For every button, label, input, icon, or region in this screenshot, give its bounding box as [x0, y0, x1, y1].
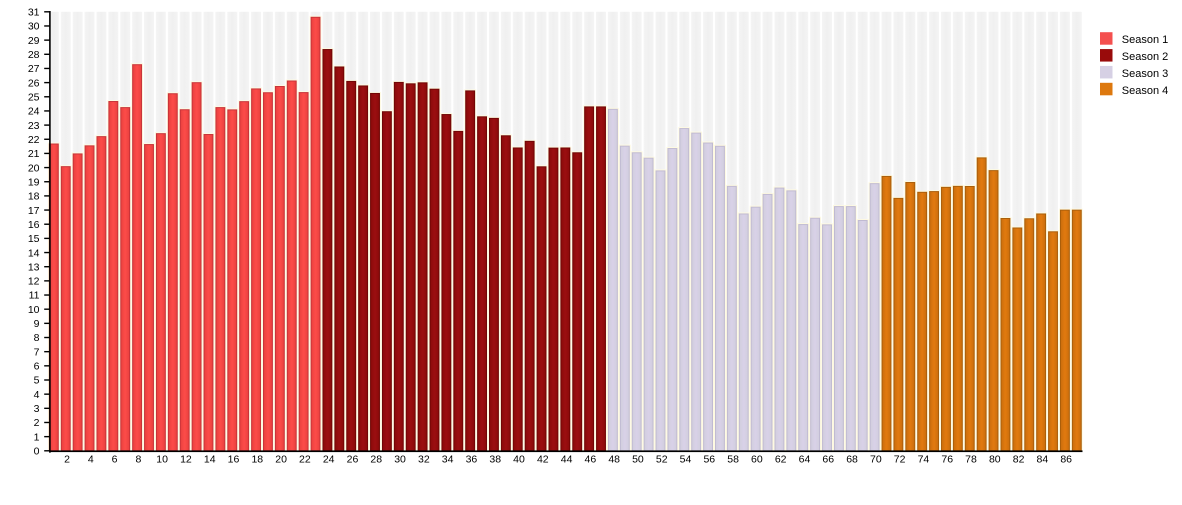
svg-text:2: 2 — [64, 453, 70, 465]
svg-text:23: 23 — [28, 120, 40, 132]
svg-text:Season 1: Season 1 — [1122, 34, 1168, 46]
svg-text:25: 25 — [28, 91, 40, 103]
svg-text:28: 28 — [28, 49, 40, 61]
svg-text:15: 15 — [28, 233, 40, 245]
svg-text:30: 30 — [28, 21, 40, 33]
svg-text:30: 30 — [394, 453, 406, 465]
svg-text:27: 27 — [28, 63, 40, 75]
svg-text:Season 4: Season 4 — [1122, 85, 1168, 97]
svg-text:0: 0 — [34, 446, 40, 458]
svg-text:78: 78 — [965, 453, 977, 465]
svg-text:6: 6 — [34, 361, 40, 373]
svg-text:32: 32 — [418, 453, 430, 465]
svg-text:58: 58 — [727, 453, 739, 465]
svg-text:40: 40 — [513, 453, 525, 465]
svg-text:4: 4 — [88, 453, 94, 465]
svg-text:7: 7 — [34, 346, 40, 358]
svg-text:48: 48 — [608, 453, 620, 465]
svg-text:36: 36 — [466, 453, 478, 465]
svg-text:5: 5 — [34, 375, 40, 387]
svg-text:9: 9 — [34, 318, 40, 330]
svg-text:50: 50 — [632, 453, 644, 465]
svg-text:34: 34 — [442, 453, 454, 465]
svg-text:13: 13 — [28, 261, 40, 273]
svg-text:80: 80 — [989, 453, 1001, 465]
svg-text:76: 76 — [941, 453, 953, 465]
svg-text:44: 44 — [561, 453, 573, 465]
svg-text:12: 12 — [28, 276, 40, 288]
svg-text:12: 12 — [180, 453, 192, 465]
svg-text:74: 74 — [918, 453, 930, 465]
svg-text:14: 14 — [28, 247, 40, 259]
svg-text:62: 62 — [775, 453, 787, 465]
svg-text:14: 14 — [204, 453, 216, 465]
svg-text:3: 3 — [34, 403, 40, 415]
svg-text:2: 2 — [34, 417, 40, 429]
svg-text:10: 10 — [28, 304, 40, 316]
svg-text:18: 18 — [28, 191, 40, 203]
svg-text:60: 60 — [751, 453, 763, 465]
svg-text:16: 16 — [228, 453, 240, 465]
svg-text:84: 84 — [1037, 453, 1049, 465]
svg-text:22: 22 — [299, 453, 311, 465]
svg-text:38: 38 — [489, 453, 501, 465]
svg-text:20: 20 — [28, 162, 40, 174]
svg-text:56: 56 — [703, 453, 715, 465]
svg-text:16: 16 — [28, 219, 40, 231]
svg-text:68: 68 — [846, 453, 858, 465]
svg-text:66: 66 — [822, 453, 834, 465]
svg-text:1: 1 — [34, 431, 40, 443]
svg-text:52: 52 — [656, 453, 668, 465]
svg-text:26: 26 — [28, 77, 40, 89]
svg-text:Season 2: Season 2 — [1122, 51, 1168, 63]
svg-text:22: 22 — [28, 134, 40, 146]
svg-text:70: 70 — [870, 453, 882, 465]
svg-text:26: 26 — [347, 453, 359, 465]
svg-text:31: 31 — [28, 7, 40, 19]
svg-text:72: 72 — [894, 453, 906, 465]
svg-text:17: 17 — [28, 205, 40, 217]
svg-text:24: 24 — [323, 453, 335, 465]
svg-text:82: 82 — [1013, 453, 1025, 465]
svg-text:21: 21 — [28, 148, 40, 160]
svg-text:8: 8 — [34, 332, 40, 344]
svg-text:20: 20 — [275, 453, 287, 465]
svg-text:6: 6 — [112, 453, 118, 465]
svg-text:11: 11 — [29, 290, 40, 302]
svg-text:18: 18 — [251, 453, 263, 465]
svg-text:4: 4 — [34, 389, 40, 401]
svg-text:10: 10 — [156, 453, 168, 465]
svg-text:Season 3: Season 3 — [1122, 68, 1168, 80]
svg-text:86: 86 — [1060, 453, 1072, 465]
svg-text:42: 42 — [537, 453, 549, 465]
svg-text:19: 19 — [28, 176, 40, 188]
svg-text:29: 29 — [28, 35, 40, 47]
svg-text:8: 8 — [135, 453, 141, 465]
svg-text:64: 64 — [799, 453, 811, 465]
svg-text:28: 28 — [370, 453, 382, 465]
svg-text:24: 24 — [28, 106, 40, 118]
svg-text:46: 46 — [585, 453, 597, 465]
svg-text:54: 54 — [680, 453, 692, 465]
